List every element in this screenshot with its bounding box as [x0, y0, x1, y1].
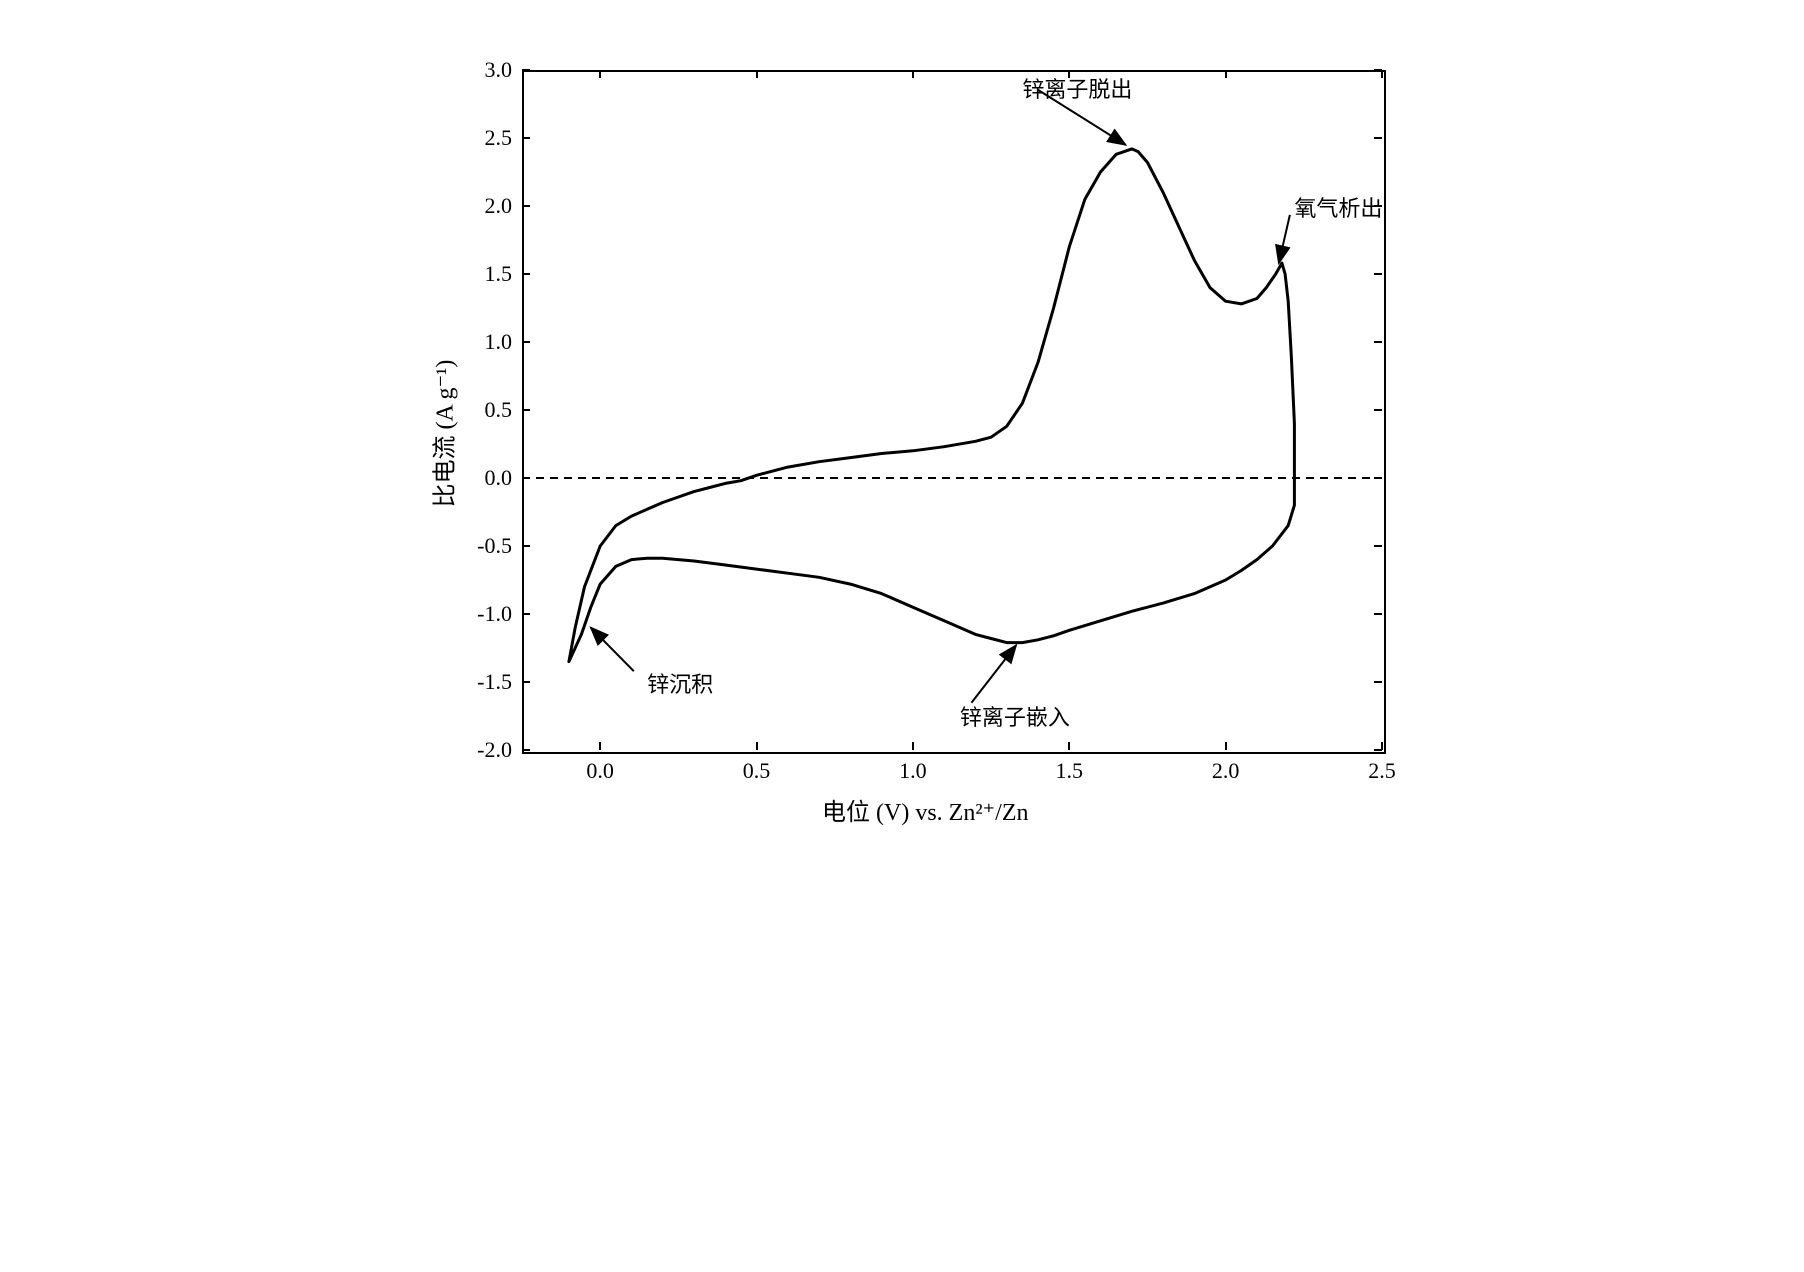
x-tick-mark: [599, 742, 601, 750]
y-tick-mark-right: [1374, 681, 1382, 683]
annotation-zn-ion-extraction: 锌离子脱出: [1022, 72, 1132, 104]
y-tick-mark: [522, 613, 530, 615]
y-tick-mark: [522, 341, 530, 343]
annotation-arrow-zn-ion-insertion: [971, 645, 1016, 702]
y-tick-mark-right: [1374, 545, 1382, 547]
y-tick-mark-right: [1374, 137, 1382, 139]
annotation-zn-deposition: 锌沉积: [647, 667, 713, 699]
x-tick-label: 1.5: [1056, 758, 1084, 784]
y-tick-label: 0.0: [472, 465, 512, 491]
y-tick-label: -1.5: [472, 669, 512, 695]
y-tick-label: -1.0: [472, 601, 512, 627]
y-tick-mark: [522, 137, 530, 139]
x-tick-label: 2.5: [1368, 758, 1396, 784]
x-tick-mark-top: [756, 70, 758, 78]
y-tick-mark-right: [1374, 477, 1382, 479]
cv-chart: 0.0 0.5 1.0 1.5 2.0 2.5 -2.0 -1.5 -1.0 -0.5 0.0 0.…: [402, 40, 1402, 840]
y-tick-mark-right: [1374, 749, 1382, 751]
cv-curve: [569, 149, 1295, 662]
x-axis-label: 电位 (V) vs. Zn²⁺/Zn: [822, 792, 1029, 827]
x-tick-label: 0.0: [586, 758, 614, 784]
annotation-zn-ion-insertion: 锌离子嵌入: [960, 700, 1070, 732]
x-tick-label: 0.5: [743, 758, 771, 784]
x-tick-mark: [1225, 742, 1227, 750]
y-tick-label: -2.0: [472, 737, 512, 763]
x-tick-mark-top: [912, 70, 914, 78]
y-tick-mark: [522, 205, 530, 207]
y-tick-mark-right: [1374, 273, 1382, 275]
x-tick-mark-top: [1381, 70, 1383, 78]
y-tick-label: 3.0: [472, 57, 512, 83]
x-tick-mark: [756, 742, 758, 750]
y-tick-mark: [522, 477, 530, 479]
y-tick-mark: [522, 273, 530, 275]
y-tick-label: 0.5: [472, 397, 512, 423]
y-tick-label: 1.5: [472, 261, 512, 287]
x-tick-mark-top: [599, 70, 601, 78]
y-tick-mark-right: [1374, 341, 1382, 343]
y-tick-mark: [522, 681, 530, 683]
x-tick-mark: [912, 742, 914, 750]
x-tick-mark: [1068, 742, 1070, 750]
y-tick-label: 1.0: [472, 329, 512, 355]
y-axis-label: 比电流 (A g⁻¹): [425, 360, 460, 508]
y-tick-label: 2.5: [472, 125, 512, 151]
x-tick-label: 2.0: [1212, 758, 1240, 784]
annotation-oxygen-evolution: 氧气析出: [1294, 191, 1382, 223]
y-tick-mark-right: [1374, 409, 1382, 411]
annotation-arrow-oxygen-evolution: [1279, 215, 1290, 263]
y-tick-mark: [522, 409, 530, 411]
x-tick-label: 1.0: [899, 758, 927, 784]
annotation-arrow-zn-deposition: [591, 628, 634, 672]
y-tick-mark-right: [1374, 613, 1382, 615]
x-tick-mark-top: [1225, 70, 1227, 78]
y-tick-mark: [522, 69, 530, 71]
y-tick-mark: [522, 545, 530, 547]
chart-svg: [402, 40, 1582, 870]
y-tick-mark: [522, 749, 530, 751]
y-tick-label: -0.5: [472, 533, 512, 559]
y-tick-label: 2.0: [472, 193, 512, 219]
y-tick-mark-right: [1374, 69, 1382, 71]
